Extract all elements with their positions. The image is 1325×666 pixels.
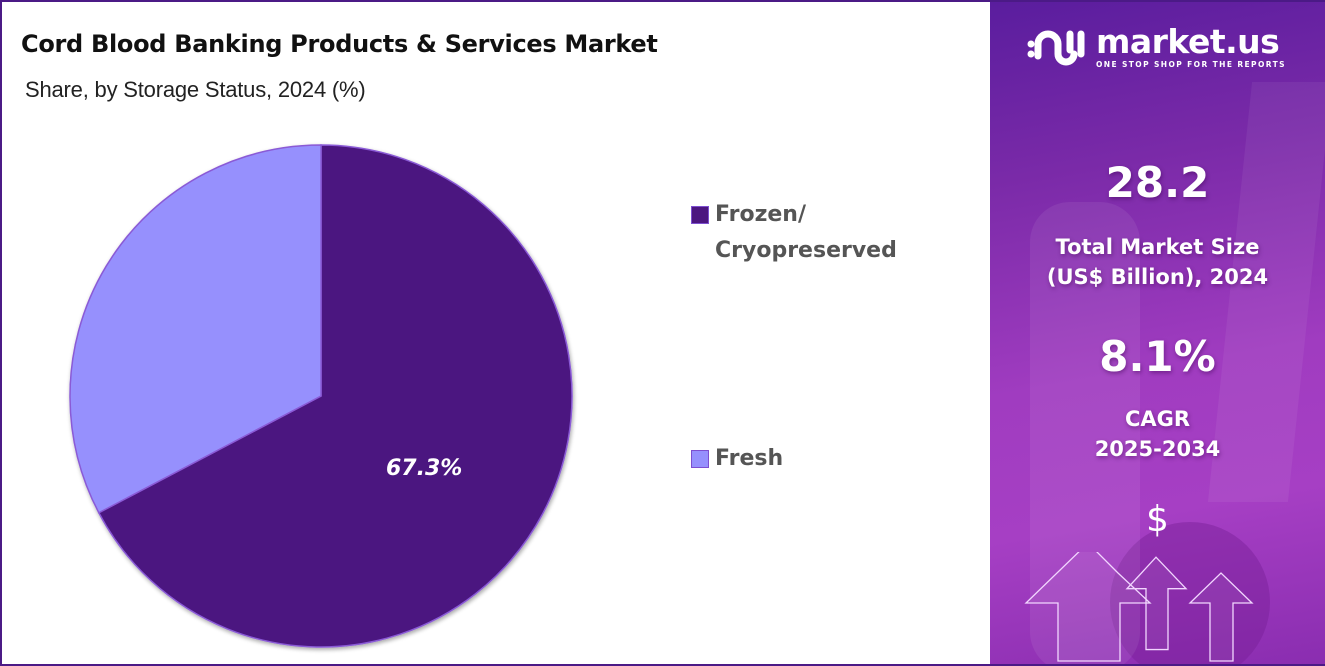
pie-slice-fresh xyxy=(69,144,322,514)
cagr-value: 8.1% xyxy=(1099,332,1216,381)
market-size-value: 28.2 xyxy=(1105,158,1210,207)
market-size-label-line2: (US$ Billion), 2024 xyxy=(1046,265,1269,289)
brand-logo: market.us ONE STOP SHOP FOR THE REPORTS xyxy=(1026,24,1286,70)
up-arrows-icon xyxy=(1024,552,1254,662)
chart-subtitle: Share, by Storage Status, 2024 (%) xyxy=(25,77,366,102)
brand-name: market.us xyxy=(1096,22,1280,61)
stats-panel: market.us ONE STOP SHOP FOR THE REPORTS … xyxy=(990,2,1325,664)
legend-label-frozen-line2: Cryopreserved xyxy=(715,238,897,263)
market-us-logo-icon xyxy=(1027,30,1085,66)
legend-label-frozen: Frozen/ Cryopreserved xyxy=(715,197,897,269)
pie-slice-frozen xyxy=(97,144,573,648)
cagr-label-line1: CAGR xyxy=(1124,407,1191,431)
legend-item-frozen: Frozen/ Cryopreserved xyxy=(691,200,897,269)
legend-label-fresh: Fresh xyxy=(715,446,784,471)
background-decor xyxy=(1110,522,1270,664)
legend-label-frozen-line1: Frozen/ xyxy=(715,202,807,227)
pie-chart xyxy=(62,138,582,658)
dollar-icon: $ xyxy=(1146,499,1169,540)
chart-panel: Cord Blood Banking Products & Services M… xyxy=(2,2,990,664)
chart-title: Cord Blood Banking Products & Services M… xyxy=(21,30,658,58)
pie-chart-svg xyxy=(69,144,573,648)
background-decor xyxy=(1030,202,1140,664)
legend-item-fresh: Fresh xyxy=(691,444,783,477)
pie-slice-label-frozen: 67.3% xyxy=(386,456,463,481)
legend-swatch-fresh xyxy=(691,450,709,468)
legend-swatch-frozen xyxy=(691,206,709,224)
brand-tagline: ONE STOP SHOP FOR THE REPORTS xyxy=(1096,60,1286,69)
cagr-label-line2: 2025-2034 xyxy=(1094,437,1221,461)
market-size-label-line1: Total Market Size xyxy=(1055,235,1260,259)
